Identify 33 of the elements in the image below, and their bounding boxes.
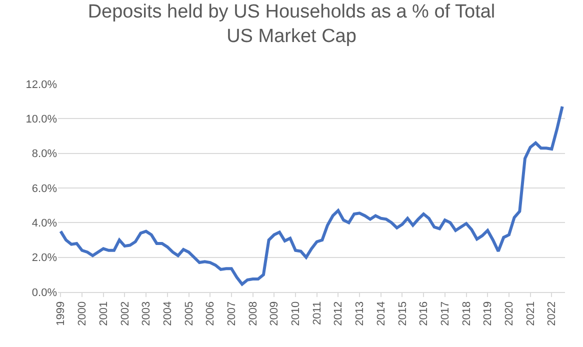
x-tick-label: 2012	[332, 301, 345, 326]
x-tick-label: 2005	[183, 301, 196, 326]
line-series	[59, 105, 564, 286]
y-tick-label: 10.0%	[26, 114, 58, 126]
x-tick-label: 2014	[375, 301, 388, 326]
x-tick-label: 2000	[76, 301, 89, 326]
x-tick-label: 2018	[460, 301, 473, 326]
x-tick-label: 1999	[55, 301, 68, 326]
x-tick-label: 2006	[204, 301, 217, 326]
y-tick-label: 12.0%	[26, 78, 58, 91]
y-tick-label: 0.0%	[32, 286, 58, 299]
y-tick-label: 4.0%	[32, 218, 58, 230]
x-tick-label: 2020	[504, 301, 516, 326]
x-tick-label: 2002	[119, 301, 132, 326]
x-tick-label: 2004	[162, 301, 174, 326]
x-tick-label: 2013	[354, 301, 366, 326]
x-tick-label: 2019	[482, 301, 494, 326]
x-tick-label: 2016	[418, 301, 430, 326]
x-tick-label: 2011	[311, 301, 324, 326]
x-tick-label: 2010	[290, 301, 302, 326]
x-tick-label: 2021	[524, 301, 537, 326]
x-tick-label: 2008	[247, 301, 260, 326]
x-tick-label: 2003	[140, 301, 153, 326]
chart-title: Deposits held by US Households as a % of Total US Market Cap	[88, 1, 496, 48]
y-tick-label: 2.0%	[32, 252, 58, 264]
x-tick-label: 2001	[98, 301, 110, 326]
y-tick-label: 6.0%	[32, 182, 58, 195]
x-tick-label: 2009	[268, 301, 281, 326]
x-tick-label: 2022	[546, 301, 558, 326]
x-tick-label: 2007	[226, 301, 238, 326]
x-tick-label: 2017	[439, 301, 452, 326]
y-tick-label: 8.0%	[32, 148, 58, 160]
x-tick-label: 2015	[396, 301, 409, 326]
